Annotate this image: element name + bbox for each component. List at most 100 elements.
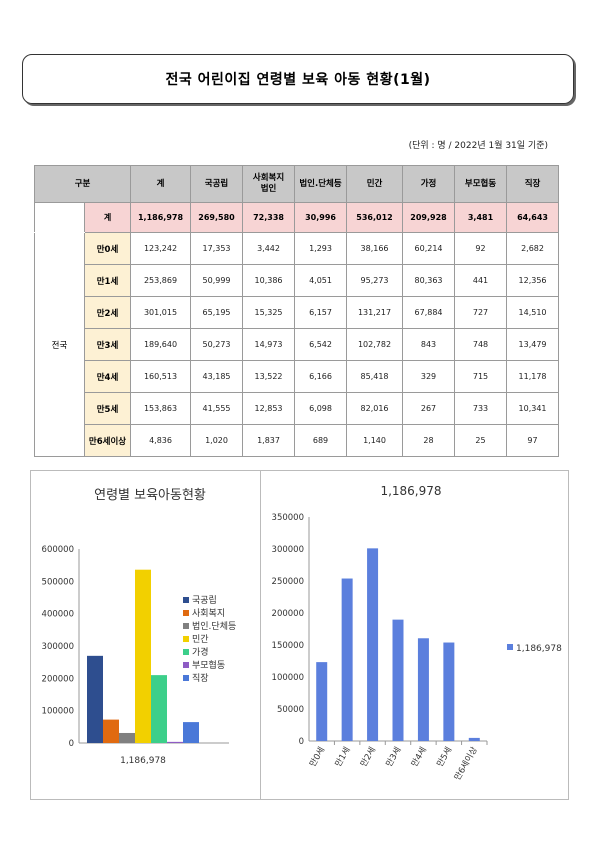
table-cell: 28 bbox=[402, 424, 456, 457]
table-cell: 209,928 bbox=[402, 202, 456, 233]
y-tick-label: 100000 bbox=[272, 673, 304, 683]
table-cell: 536,012 bbox=[346, 202, 404, 233]
table-cell: 253,869 bbox=[130, 264, 192, 297]
bar-부모협동 bbox=[167, 741, 183, 743]
legend-label: 민간 bbox=[192, 634, 209, 645]
table-cell: 85,418 bbox=[346, 360, 404, 393]
table-cell: 441 bbox=[454, 264, 508, 297]
table-cell: 64,643 bbox=[506, 202, 560, 233]
table-cell: 10,341 bbox=[506, 392, 560, 425]
legend-label: 가경 bbox=[192, 646, 209, 658]
bar-만5세 bbox=[443, 642, 455, 741]
x-tick-label: 만5세 bbox=[435, 746, 454, 769]
table-cell: 727 bbox=[454, 296, 508, 329]
table-cell: 60,214 bbox=[402, 232, 456, 265]
table-cell: 82,016 bbox=[346, 392, 404, 425]
table-cell: 6,542 bbox=[294, 328, 348, 361]
legend-label: 1,186,978 bbox=[516, 644, 562, 654]
table-cell: 6,157 bbox=[294, 296, 348, 329]
table-row: 만4세 160,513 43,185 13,522 6,166 85,418 329 715 1… bbox=[35, 360, 560, 393]
table-cell: 12,853 bbox=[242, 392, 296, 425]
table-cell: 41,555 bbox=[190, 392, 244, 425]
table-cell: 13,522 bbox=[242, 360, 296, 393]
y-tick-label: 150000 bbox=[272, 641, 304, 651]
table-cell: 102,782 bbox=[346, 328, 404, 361]
table-cell: 301,015 bbox=[130, 296, 192, 329]
x-tick-label: 만3세 bbox=[384, 746, 403, 769]
column-header: 사회복지 법인 bbox=[242, 165, 296, 203]
bar-만6세이상 bbox=[468, 737, 480, 741]
table-cell: 50,999 bbox=[190, 264, 244, 297]
table-cell: 3,442 bbox=[242, 232, 296, 265]
column-header: 민간 bbox=[346, 165, 404, 203]
column-header: 가정 bbox=[402, 165, 456, 203]
legend-label: 국공립 bbox=[192, 595, 217, 606]
age-label: 만4세 bbox=[83, 360, 132, 393]
chart-title: 연령별 보육아동현황 bbox=[94, 488, 206, 503]
column-header: 계 bbox=[130, 165, 192, 203]
document-title: 전국 어린이집 연령별 보육 아동 현황(1월) bbox=[165, 72, 431, 88]
column-header: 부모협동 bbox=[454, 165, 508, 203]
total-row: 계 1,186,978 269,580 72,338 30,996 536,01… bbox=[34, 202, 560, 233]
table-cell: 843 bbox=[402, 328, 456, 361]
bar-가경 bbox=[151, 675, 167, 743]
legend-label: 사회복지 bbox=[192, 608, 225, 619]
table-cell: 4,051 bbox=[294, 264, 348, 297]
y-tick-label: 600000 bbox=[42, 545, 74, 555]
table-cell: 6,166 bbox=[294, 360, 348, 393]
table-cell: 1,140 bbox=[346, 424, 404, 457]
legend-swatch bbox=[183, 662, 189, 668]
table-cell: 1,837 bbox=[242, 424, 296, 457]
y-tick-label: 50000 bbox=[277, 705, 304, 715]
table-header-row: 구분 계 국공립 사회복지 법인 법인.단체등 민간 가정 부모협동 직장 bbox=[33, 165, 560, 203]
y-tick-label: 100000 bbox=[42, 707, 74, 717]
table-cell: 269,580 bbox=[190, 202, 244, 233]
age-bar-chart: 1,186,978 0 50000 100000 150000 200000 250000 3… bbox=[272, 484, 563, 782]
table-cell: 12,356 bbox=[506, 264, 560, 297]
y-tick-label: 0 bbox=[69, 739, 74, 749]
table-cell: 65,195 bbox=[190, 296, 244, 329]
y-tick-label: 400000 bbox=[42, 610, 74, 620]
table-cell: 92 bbox=[454, 232, 508, 265]
legend-swatch bbox=[507, 644, 513, 650]
table-row: 만5세 153,863 41,555 12,853 6,098 82,016 267 733 1… bbox=[35, 392, 560, 425]
bar-만1세 bbox=[341, 578, 353, 741]
x-tick-label: 만0세 bbox=[308, 746, 327, 769]
bar-직장 bbox=[183, 722, 199, 743]
table-cell: 30,996 bbox=[294, 202, 348, 233]
table-row: 만2세 301,015 65,195 15,325 6,157 131,217 67,884… bbox=[35, 296, 560, 329]
y-tick-label: 250000 bbox=[272, 577, 304, 587]
table-cell: 38,166 bbox=[346, 232, 404, 265]
table-cell: 10,386 bbox=[242, 264, 296, 297]
table-cell: 267 bbox=[402, 392, 456, 425]
table-cell: 80,363 bbox=[402, 264, 456, 297]
y-tick-label: 300000 bbox=[272, 545, 304, 555]
total-label: 계 bbox=[83, 202, 132, 233]
bar-만2세 bbox=[367, 548, 379, 741]
y-tick-label: 200000 bbox=[42, 674, 74, 684]
table-cell: 11,178 bbox=[506, 360, 560, 393]
table-cell: 715 bbox=[454, 360, 508, 393]
header-group: 구분 bbox=[33, 165, 132, 203]
table-cell: 72,338 bbox=[242, 202, 296, 233]
age-label: 만1세 bbox=[83, 264, 132, 297]
unit-note: (단위 : 명 / 2022년 1월 31일 기준) bbox=[408, 141, 548, 151]
table-cell: 160,513 bbox=[130, 360, 192, 393]
age-label: 만6세이상 bbox=[83, 424, 132, 457]
legend-label: 부모협동 bbox=[192, 659, 225, 671]
column-header: 국공립 bbox=[190, 165, 244, 203]
document-title-box: 전국 어린이집 연령별 보육 아동 현황(1월) bbox=[22, 54, 574, 104]
table-cell: 189,640 bbox=[130, 328, 192, 361]
table-cell: 1,020 bbox=[190, 424, 244, 457]
table-cell: 97 bbox=[506, 424, 560, 457]
legend-label: 직장 bbox=[192, 673, 209, 684]
x-tick-label: 만1세 bbox=[334, 746, 353, 769]
y-tick-label: 500000 bbox=[42, 577, 74, 587]
table-cell: 13,479 bbox=[506, 328, 560, 361]
x-tick-label: 1,186,978 bbox=[120, 756, 166, 766]
chart-panel-right: 1,186,978 0 50000 100000 150000 200000 250000 3… bbox=[260, 470, 569, 800]
bar-만3세 bbox=[392, 619, 404, 741]
legend-label: 법인.단체등 bbox=[192, 621, 236, 632]
age-label: 만3세 bbox=[83, 328, 132, 361]
table-cell: 153,863 bbox=[130, 392, 192, 425]
